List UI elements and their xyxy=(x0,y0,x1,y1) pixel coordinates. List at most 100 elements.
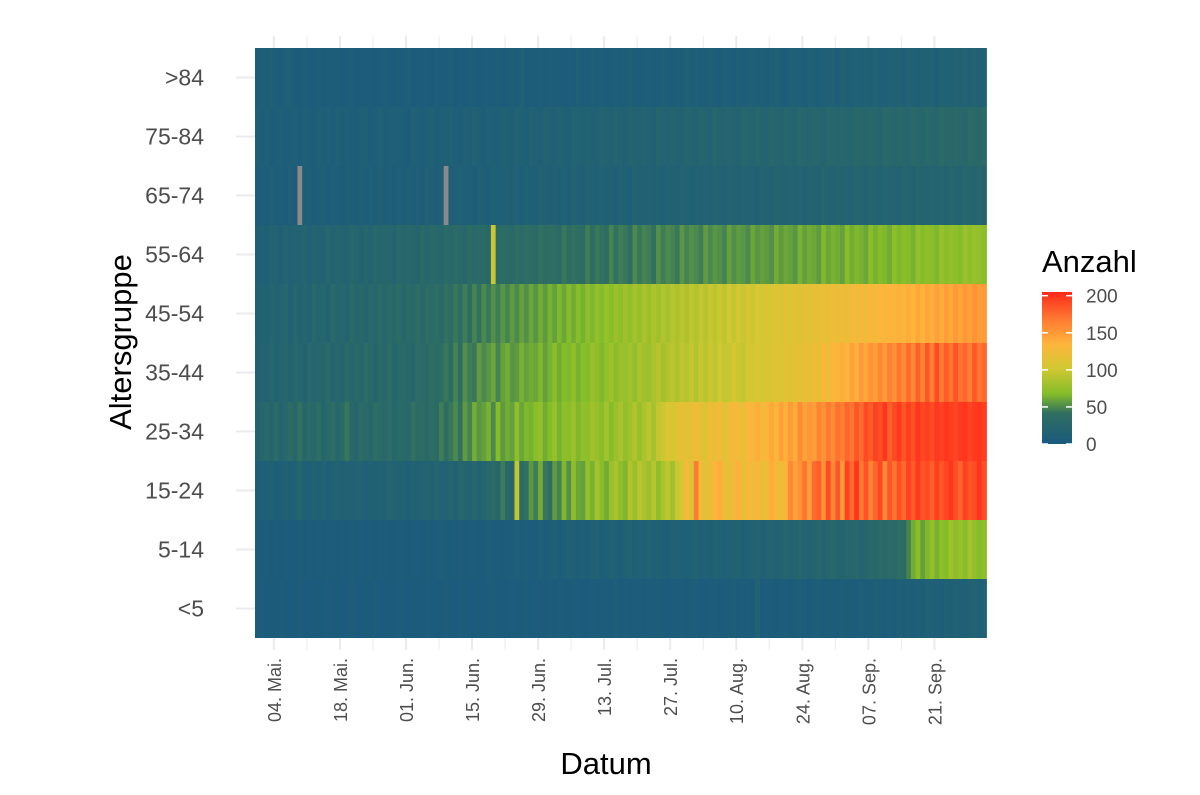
heatmap-cell xyxy=(811,48,818,107)
heatmap-cell xyxy=(278,402,284,461)
heatmap-cell xyxy=(891,48,898,107)
heatmap-cell xyxy=(887,579,893,638)
heatmap-cell xyxy=(755,225,761,284)
heatmap-cell xyxy=(311,107,317,166)
heatmap-cell xyxy=(637,343,643,402)
heatmap-cell xyxy=(439,343,445,402)
heatmap-cell xyxy=(434,461,440,520)
heatmap-cell xyxy=(580,107,586,166)
heatmap-cell xyxy=(651,402,657,461)
heatmap-cell xyxy=(542,402,549,461)
heatmap-cell xyxy=(740,48,747,107)
heatmap-cell xyxy=(901,284,907,343)
heatmap-cell xyxy=(627,343,634,402)
heatmap-cell xyxy=(665,48,671,107)
heatmap-cell xyxy=(953,225,959,284)
heatmap-cell xyxy=(915,166,921,225)
heatmap-cell xyxy=(302,402,308,461)
heatmap-cell xyxy=(740,166,747,225)
heatmap-cell xyxy=(863,48,869,107)
heatmap-cell xyxy=(401,579,407,638)
heatmap-cell xyxy=(868,48,874,107)
heatmap-cell xyxy=(924,107,931,166)
heatmap-cell xyxy=(868,402,874,461)
heatmap-cell xyxy=(858,166,865,225)
heatmap-cell xyxy=(792,461,799,520)
heatmap-cell xyxy=(707,520,714,579)
heatmap-cell xyxy=(429,107,435,166)
heatmap-cell xyxy=(788,520,794,579)
heatmap-cell xyxy=(604,48,610,107)
heatmap-cell xyxy=(547,225,553,284)
heatmap-cell xyxy=(382,343,388,402)
heatmap-cell xyxy=(391,343,398,402)
heatmap-cell xyxy=(750,461,756,520)
heatmap-cell xyxy=(495,48,501,107)
heatmap-cell xyxy=(707,284,714,343)
heatmap-cell xyxy=(349,520,355,579)
heatmap-cell xyxy=(797,166,803,225)
heatmap-cell xyxy=(896,402,902,461)
heatmap-cell xyxy=(330,284,336,343)
heatmap-cell xyxy=(476,520,483,579)
heatmap-cell xyxy=(330,107,336,166)
heatmap-cell xyxy=(396,107,402,166)
heatmap-cell xyxy=(434,284,440,343)
heatmap-cell xyxy=(424,284,431,343)
heatmap-cell xyxy=(448,48,454,107)
heatmap-cell xyxy=(368,520,374,579)
heatmap-cell xyxy=(528,225,534,284)
heatmap-cell xyxy=(764,48,770,107)
heatmap-cell xyxy=(891,579,898,638)
heatmap-cell xyxy=(599,520,605,579)
heatmap-cell xyxy=(585,461,591,520)
heatmap-cell xyxy=(401,225,407,284)
heatmap-cell xyxy=(580,520,586,579)
heatmap-cell xyxy=(372,579,379,638)
heatmap-cell xyxy=(443,225,450,284)
heatmap-cell xyxy=(797,579,803,638)
heatmap-cell xyxy=(552,402,558,461)
heatmap-cell xyxy=(575,166,582,225)
heatmap-cell xyxy=(906,579,912,638)
heatmap-cell xyxy=(934,225,940,284)
heatmap-cell xyxy=(283,579,289,638)
heatmap-cell xyxy=(816,225,822,284)
heatmap-cell xyxy=(608,48,615,107)
heatmap-cell xyxy=(641,284,648,343)
heatmap-cell xyxy=(755,520,761,579)
heatmap-cell xyxy=(679,284,685,343)
heatmap-cell xyxy=(670,461,676,520)
heatmap-cell xyxy=(948,225,954,284)
heatmap-cell xyxy=(906,48,912,107)
heatmap-cell xyxy=(755,461,761,520)
heatmap-cell xyxy=(500,225,506,284)
heatmap-cell xyxy=(863,402,869,461)
heatmap-cell xyxy=(896,48,902,107)
heatmap-cell xyxy=(873,461,879,520)
heatmap-cell xyxy=(514,343,520,402)
heatmap-cell xyxy=(472,402,478,461)
heatmap-cell xyxy=(415,520,421,579)
heatmap-cell xyxy=(953,520,959,579)
heatmap-cell xyxy=(613,225,619,284)
heatmap-cell xyxy=(958,48,964,107)
heatmap-cell xyxy=(420,461,426,520)
heatmap-cell xyxy=(981,461,987,520)
heatmap-cell xyxy=(976,579,983,638)
heatmap-cell xyxy=(948,343,954,402)
heatmap-cell xyxy=(311,225,317,284)
heatmap-cell xyxy=(523,107,530,166)
heatmap-cell xyxy=(939,225,945,284)
heatmap-cell xyxy=(505,520,511,579)
heatmap-cell xyxy=(571,107,577,166)
heatmap-cell xyxy=(962,284,969,343)
heatmap-cell xyxy=(424,343,431,402)
heatmap-cell xyxy=(953,48,959,107)
heatmap-cell xyxy=(561,520,567,579)
heatmap-cell xyxy=(759,107,766,166)
heatmap-cell xyxy=(821,402,827,461)
heatmap-cell xyxy=(462,461,468,520)
heatmap-cell xyxy=(311,461,317,520)
heatmap-cell xyxy=(722,343,728,402)
